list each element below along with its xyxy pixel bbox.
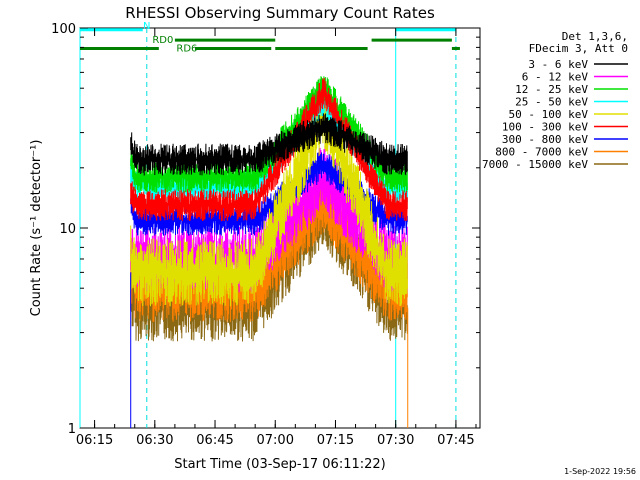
legend-header: Det 1,3,6, (562, 30, 628, 43)
flag-label: N (143, 21, 150, 32)
legend-entry-label: 12 - 25 keV (515, 83, 588, 96)
legend-entry-label: 100 - 300 keV (502, 121, 588, 134)
x-axis-label: Start Time (03-Sep-17 06:11:22) (174, 457, 385, 472)
series-line (130, 77, 408, 222)
series-lines (130, 76, 409, 428)
legend-entry-label: 300 - 800 keV (502, 133, 588, 146)
y-tick-label: 100 (51, 22, 76, 37)
x-tick-label: 06:30 (136, 433, 173, 448)
legend-entry-label: 6 - 12 keV (522, 71, 589, 84)
legend-entry-label: 50 - 100 keV (509, 108, 589, 121)
x-tick-label: 07:30 (377, 433, 414, 448)
y-axis-label: Count Rate (s⁻¹ detector⁻¹) (29, 140, 44, 317)
legend-entry-label: 800 - 7000 keV (495, 146, 588, 159)
series-line (130, 78, 408, 307)
x-tick-label: 07:00 (257, 433, 294, 448)
legend-header: FDecim 3, Att 0 (529, 42, 628, 55)
flag-label: RD6 (176, 43, 197, 54)
y-tick-label: 1 (68, 422, 76, 437)
legend-entry-label: 3 - 6 keV (528, 58, 588, 71)
chart-title: RHESSI Observing Summary Count Rates (125, 4, 435, 22)
legend-entry-label: 25 - 50 keV (515, 96, 588, 109)
y-tick-label: 10 (59, 222, 76, 237)
x-tick-label: 07:15 (317, 433, 354, 448)
x-tick-label: 06:15 (76, 433, 113, 448)
x-tick-label: 07:45 (437, 433, 474, 448)
series-line (130, 113, 408, 176)
footer-timestamp: 1-Sep-2022 19:56 (564, 467, 636, 476)
legend-entry-label: 7000 - 15000 keV (482, 158, 588, 171)
flag-label: RD0 (152, 35, 173, 46)
x-tick-label: 06:45 (196, 433, 233, 448)
axes: 06:15 06:30 06:45 07:00 07:15 07:30 07:45 1 10 10… (51, 22, 480, 448)
